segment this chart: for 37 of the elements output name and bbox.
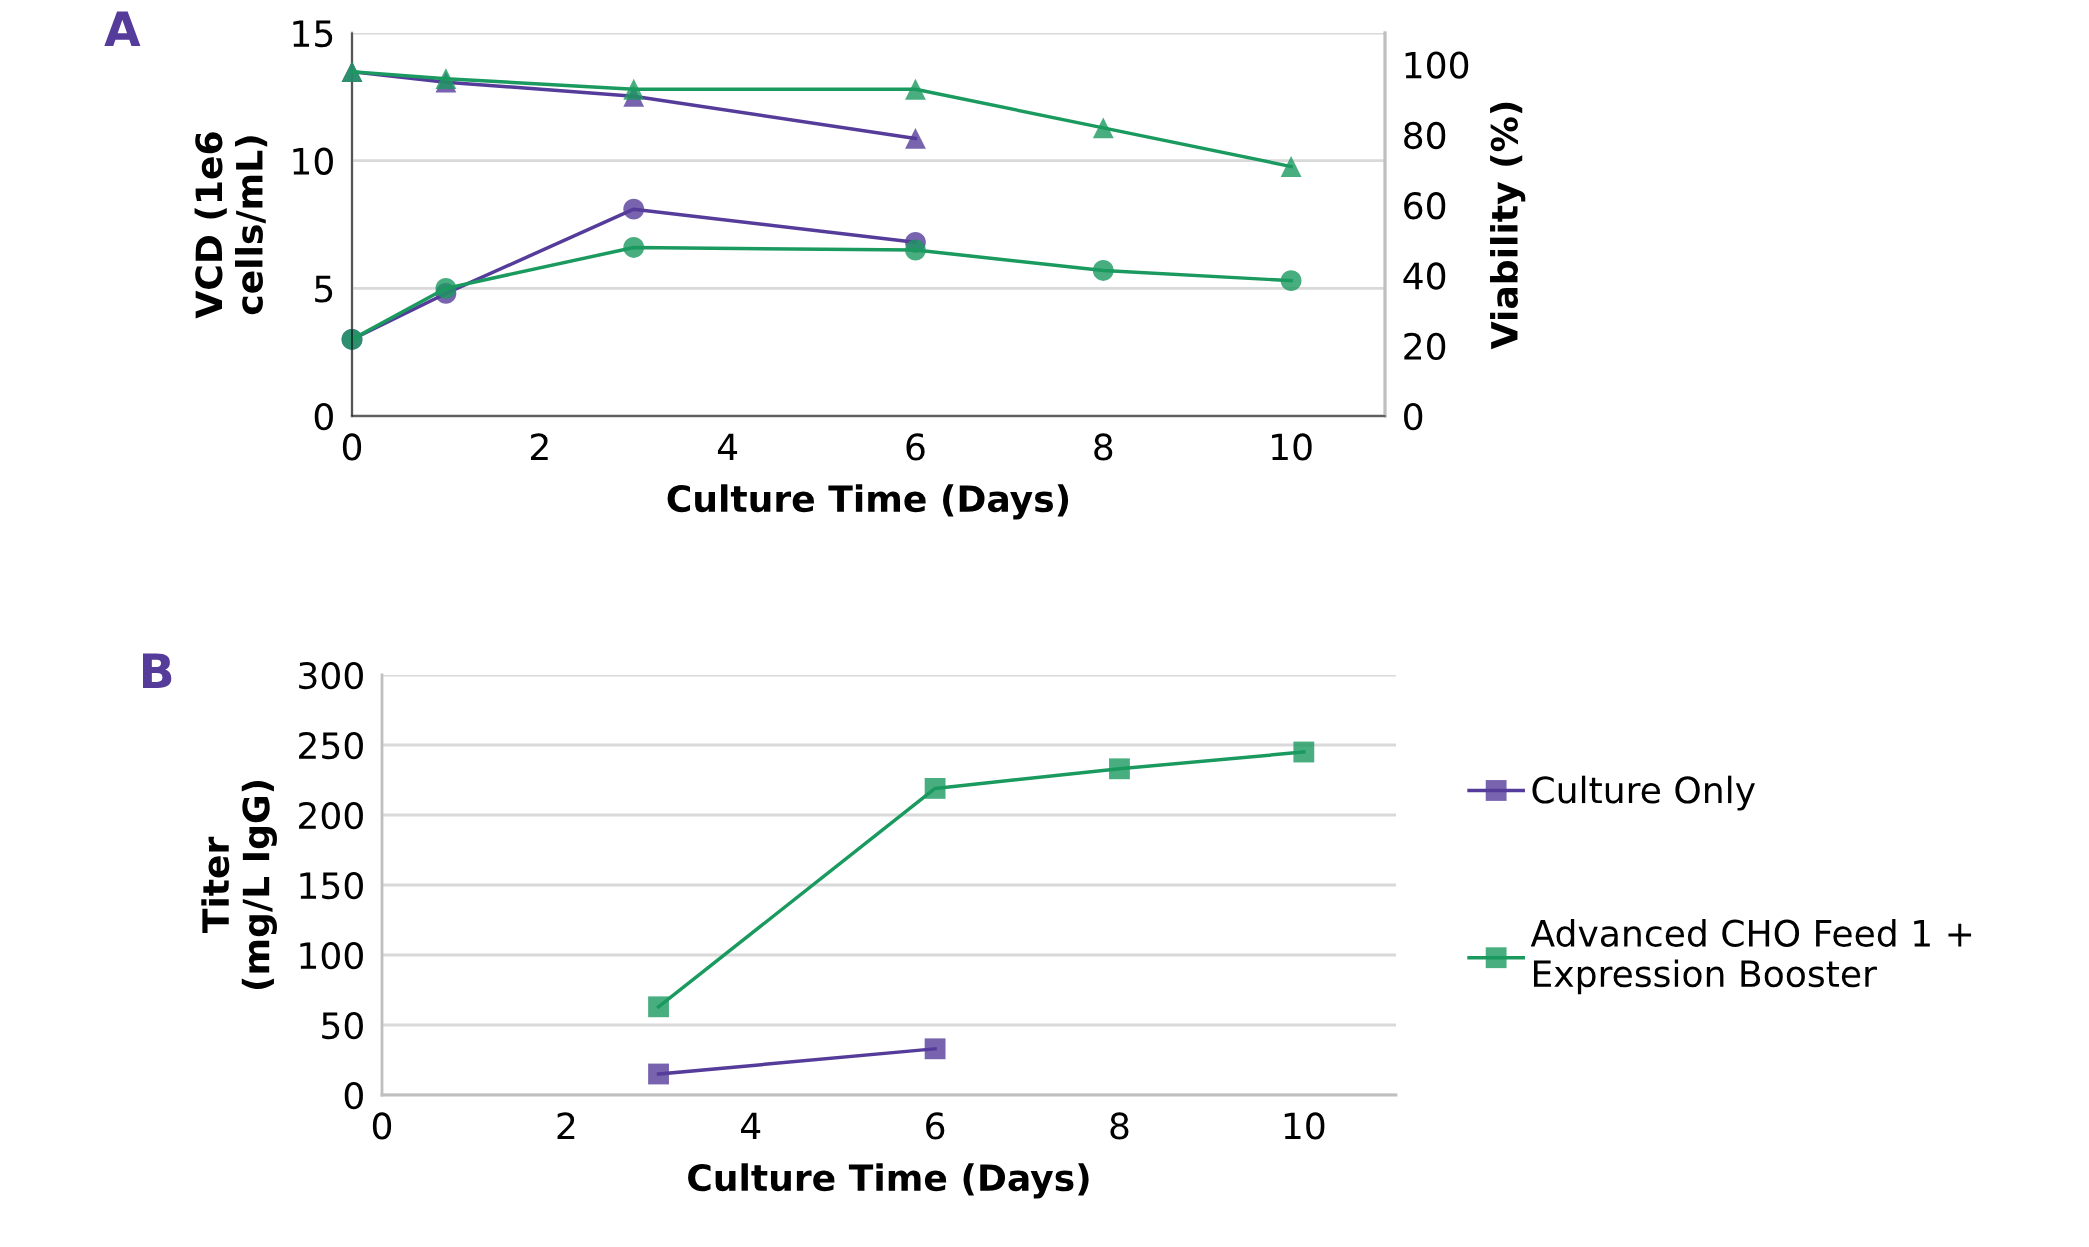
y2-tick-label: 100 — [1405, 51, 1469, 79]
x-tick-label: 4 — [741, 1112, 761, 1140]
x-tick-label: 4 — [717, 433, 738, 461]
y2-tick-label: 40 — [1403, 262, 1446, 290]
y-tick-label: 0 — [314, 402, 333, 431]
x-tick-label: 8 — [1110, 1112, 1129, 1140]
legend-label: Advanced CHO Feed 1 + Expression Booster — [1530, 918, 1972, 995]
y-tick-label: 100 — [300, 941, 363, 970]
x-tick-label: 6 — [926, 1112, 945, 1140]
y-tick-label: 5 — [315, 275, 333, 303]
y-tick-label: 200 — [299, 801, 363, 830]
x-tick-label: 6 — [906, 433, 925, 461]
x-tick-label: 10 — [1272, 433, 1312, 461]
text: B — [142, 653, 172, 689]
x-axis-title: Culture Time (Days) — [688, 1163, 1089, 1199]
y2-tick-label: 0 — [1404, 402, 1423, 431]
y-tick-label: 0 — [344, 1081, 363, 1110]
legend-label: Culture Only — [1532, 775, 1755, 811]
x-tick-label: 2 — [557, 1112, 575, 1140]
y-tick-label: 250 — [299, 731, 363, 760]
y-axis-title: Titer (mg/L IgG) — [201, 781, 277, 989]
x-tick-label: 2 — [530, 433, 548, 461]
y-tick-label: 150 — [300, 871, 363, 900]
x-tick-label: 8 — [1094, 433, 1113, 461]
x-tick-label: 0 — [372, 1112, 392, 1140]
y2-tick-label: 20 — [1404, 332, 1446, 360]
y2-axis-title: Viability (%) — [1490, 102, 1526, 350]
y-tick-label: 10 — [293, 147, 333, 175]
y-tick-label: 50 — [322, 1011, 363, 1040]
y-tick-label: 15 — [293, 20, 333, 48]
text: A — [104, 11, 141, 47]
y2-tick-label: 60 — [1404, 192, 1446, 220]
x-axis-title: Culture Time (Days) — [667, 484, 1069, 520]
y-axis-title: VCD (1e6 cells/mL) — [194, 132, 268, 319]
y2-tick-label: 80 — [1404, 121, 1446, 150]
x-tick-label: 10 — [1284, 1112, 1325, 1140]
y-tick-label: 300 — [299, 661, 363, 690]
